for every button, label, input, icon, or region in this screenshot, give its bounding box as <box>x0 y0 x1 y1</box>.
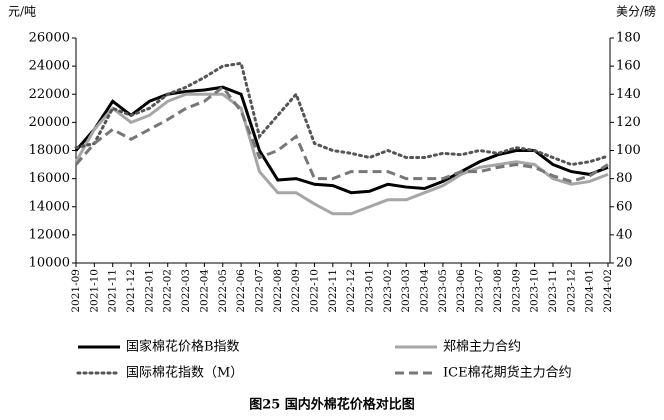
x-tick-label: 2023-02 <box>382 269 394 313</box>
y-tick-label: 18000 <box>29 143 70 158</box>
x-tick-label: 2022-10 <box>308 269 320 313</box>
y-tick-label: 22000 <box>29 87 70 102</box>
y2-tick-label: 60 <box>616 199 633 214</box>
x-tick-label: 2023-10 <box>529 269 541 313</box>
x-tick-label: 2022-11 <box>327 269 339 313</box>
x-tick-label: 2021-11 <box>107 269 119 313</box>
y-tick-label: 26000 <box>29 31 70 46</box>
series-line <box>74 85 609 195</box>
legend-label: 郑棉主力合约 <box>443 340 521 355</box>
legend-label: 国家棉花价格B指数 <box>126 339 240 355</box>
series-line <box>74 61 610 167</box>
y-tick-label: 14000 <box>29 199 70 214</box>
x-tick-label: 2022-09 <box>290 269 302 313</box>
legend-label: 国际棉花指数（M） <box>126 365 243 381</box>
y-tick-label: 24000 <box>29 59 70 74</box>
y2-tick-label: 100 <box>616 143 641 158</box>
y2-tick-label: 40 <box>616 227 633 242</box>
x-tick-label: 2022-01 <box>143 269 155 313</box>
y2-axis-label: 美分/磅 <box>616 4 656 19</box>
x-tick-label: 2023-01 <box>364 269 376 313</box>
x-tick-label: 2022-08 <box>272 269 284 313</box>
x-tick-label: 2023-06 <box>455 269 467 313</box>
y-axis-label: 元/吨 <box>8 5 36 19</box>
x-tick-label: 2022-03 <box>180 269 192 313</box>
y-tick-label: 12000 <box>29 227 70 242</box>
x-tick-label: 2023-07 <box>474 269 486 313</box>
x-tick-label: 2023-04 <box>419 269 431 313</box>
legend-label: ICE棉花期货主力合约 <box>443 365 572 381</box>
y2-tick-label: 160 <box>616 59 641 74</box>
x-tick-label: 2022-12 <box>345 269 357 313</box>
x-tick-label: 2024-01 <box>584 269 596 313</box>
y2-tick-label: 120 <box>616 115 641 130</box>
x-tick-label: 2023-09 <box>510 269 522 313</box>
x-tick-label: 2022-02 <box>162 269 174 313</box>
x-tick-label: 2022-07 <box>253 269 265 313</box>
x-tick-label: 2023-05 <box>437 269 449 313</box>
x-tick-label: 2024-02 <box>602 269 614 313</box>
y2-tick-label: 80 <box>616 171 633 186</box>
x-tick-label: 2022-06 <box>235 269 247 313</box>
x-tick-label: 2021-12 <box>125 269 137 313</box>
chart-title: 图25 国内外棉花价格对比图 <box>249 397 415 413</box>
x-tick-label: 2023-03 <box>400 269 412 313</box>
series-line <box>74 92 609 216</box>
x-tick-label: 2022-05 <box>217 269 229 313</box>
x-tick-label: 2023-08 <box>492 269 504 313</box>
x-tick-label: 2023-12 <box>565 269 577 313</box>
x-tick-label: 2022-04 <box>198 269 210 313</box>
y2-tick-label: 180 <box>616 31 641 46</box>
y2-tick-label: 140 <box>616 87 641 102</box>
series-line <box>74 85 609 184</box>
y-tick-label: 20000 <box>29 115 70 130</box>
x-tick-label: 2021-10 <box>88 269 100 313</box>
y-tick-label: 16000 <box>29 171 70 186</box>
x-tick-label: 2023-11 <box>547 269 559 313</box>
y2-tick-label: 20 <box>616 256 633 271</box>
x-tick-label: 2021-09 <box>70 269 82 313</box>
y-tick-label: 10000 <box>29 256 70 271</box>
